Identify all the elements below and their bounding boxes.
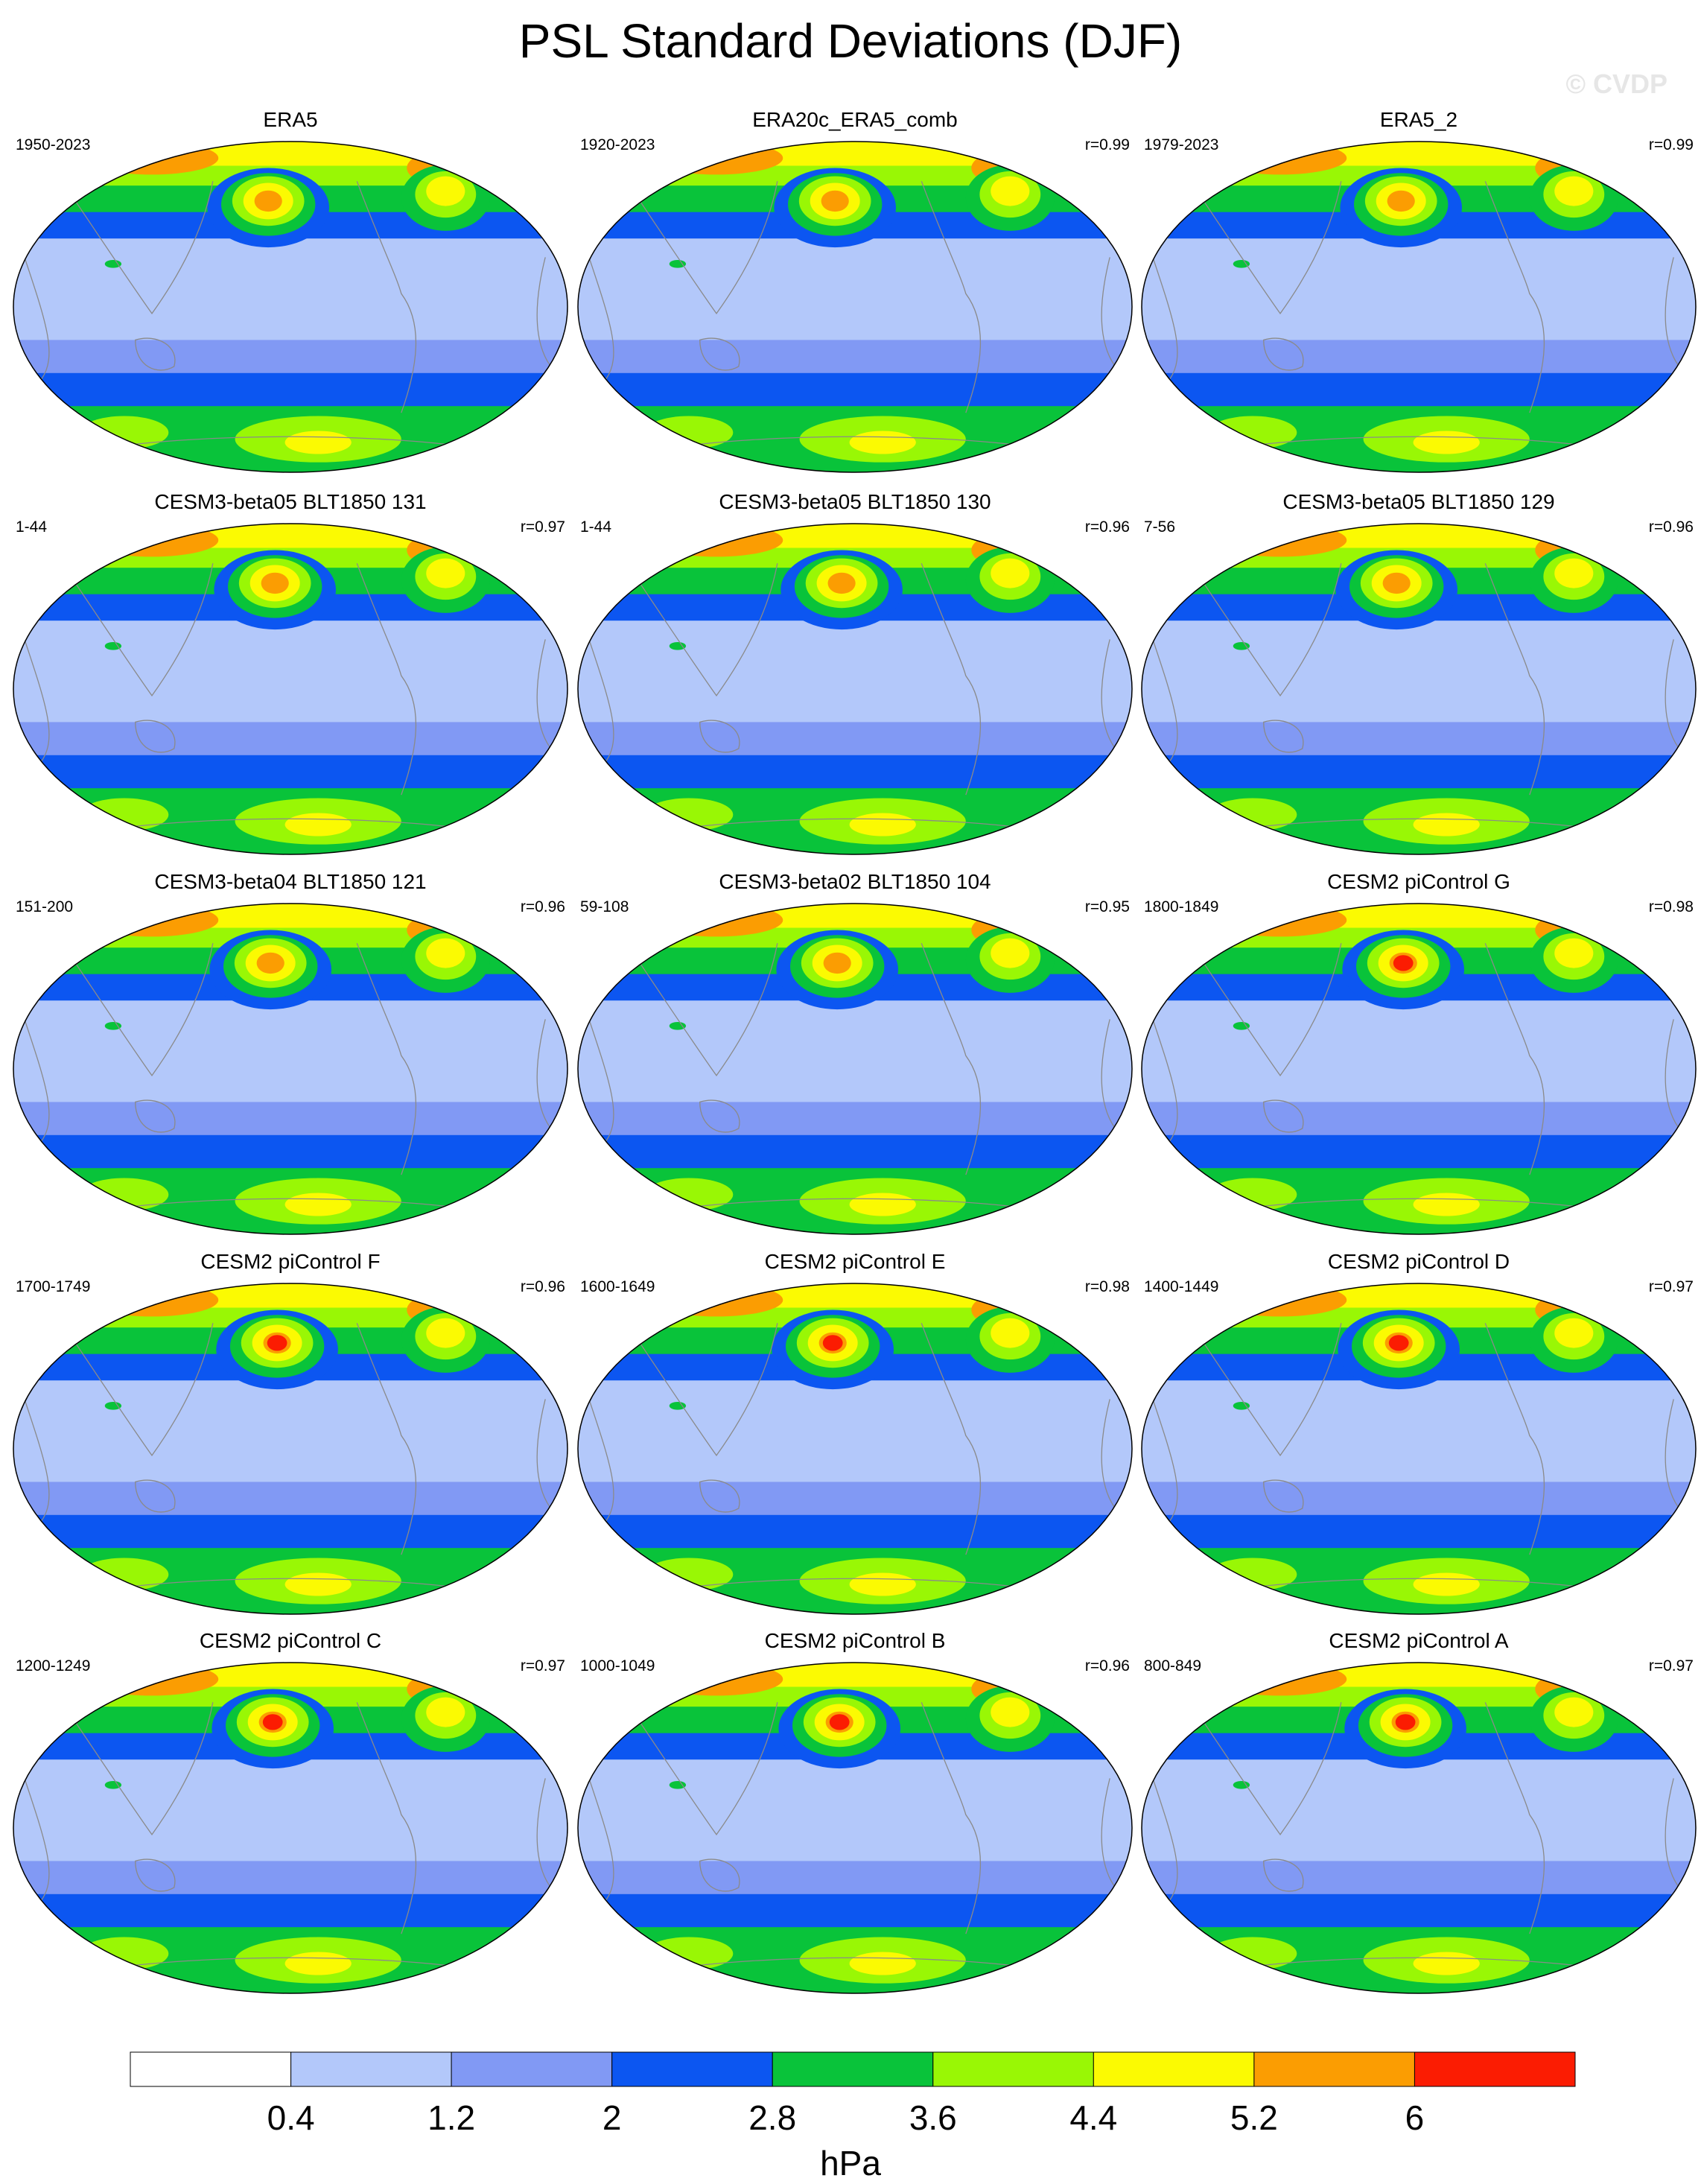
panel-title: CESM3-beta05 BLT1850 129: [1282, 490, 1555, 513]
panel-period: 1-44: [16, 518, 48, 536]
panel-title: ERA5_2: [1379, 108, 1458, 131]
colorbar-boxes: [130, 2051, 1576, 2087]
panel-title: CESM3-beta05 BLT1850 131: [154, 490, 427, 513]
panel-period: 1950-2023: [16, 136, 91, 153]
panel-period: 59-108: [580, 898, 629, 915]
panel-correlation: r=0.97: [520, 518, 565, 536]
panel-title: CESM2 piControl E: [764, 1250, 946, 1273]
colorbar-tick-label: 2.8: [748, 2098, 796, 2137]
colorbar-tick-label: 6: [1405, 2098, 1425, 2137]
panel-correlation: r=0.98: [1084, 1278, 1130, 1295]
map-panel: CESM2 piControl C 1200-1249 r=0.97: [11, 1629, 570, 2002]
colorbar-box: [130, 2051, 292, 2087]
panel-correlation: r=0.99: [1084, 136, 1130, 153]
panel-title: ERA20c_ERA5_comb: [752, 108, 958, 131]
panel-period: 1200-1249: [16, 1657, 91, 1674]
colorbar-tick-label: 2: [602, 2098, 622, 2137]
panel-title: CESM3-beta05 BLT1850 130: [719, 490, 991, 513]
panel-correlation: r=0.96: [1084, 518, 1130, 536]
map-panel: ERA20c_ERA5_comb 1920-2023 r=0.99: [576, 108, 1134, 480]
map-panel: CESM3-beta05 BLT1850 129 7-56 r=0.96: [1139, 490, 1698, 863]
panel-correlation: r=0.97: [1648, 1657, 1694, 1674]
panel-title: CESM2 piControl D: [1327, 1250, 1510, 1273]
panel-correlation: r=0.96: [1084, 1657, 1130, 1674]
colorbar-box: [290, 2051, 452, 2087]
psl-stddev-map: [1141, 1283, 1697, 1615]
colorbar-box: [772, 2051, 934, 2087]
psl-stddev-map: [13, 1662, 568, 1994]
colorbar-tick-label: 0.4: [267, 2098, 315, 2137]
panel-title: CESM3-beta04 BLT1850 121: [154, 870, 427, 893]
map-panel: CESM2 piControl A 800-849 r=0.97: [1139, 1629, 1698, 2002]
panel-period: 1979-2023: [1144, 136, 1219, 153]
panel-title: ERA5: [263, 108, 318, 131]
psl-stddev-map: [13, 1283, 568, 1615]
panel-period: 151-200: [16, 898, 74, 915]
map-panel: CESM3-beta05 BLT1850 131 1-44 r=0.97: [11, 490, 570, 863]
panel-correlation: r=0.96: [1648, 518, 1694, 536]
map-panel: CESM2 piControl F 1700-1749 r=0.96: [11, 1250, 570, 1622]
panel-period: 1600-1649: [580, 1278, 655, 1295]
colorbar-box: [611, 2051, 773, 2087]
colorbar-tick-label: 1.2: [427, 2098, 475, 2137]
map-panel: CESM3-beta05 BLT1850 130 1-44 r=0.96: [576, 490, 1134, 863]
panel-title: CESM3-beta02 BLT1850 104: [719, 870, 991, 893]
colorbar-box: [1414, 2051, 1576, 2087]
panel-title: CESM2 piControl G: [1327, 870, 1510, 893]
panel-period: 1920-2023: [580, 136, 655, 153]
panel-period: 1800-1849: [1144, 898, 1219, 915]
map-panel: CESM2 piControl G 1800-1849 r=0.98: [1139, 870, 1698, 1242]
psl-stddev-map: [13, 523, 568, 855]
panel-period: 800-849: [1144, 1657, 1202, 1674]
colorbar-box: [1093, 2051, 1255, 2087]
psl-stddev-map: [1141, 141, 1697, 473]
psl-stddev-map: [577, 523, 1133, 855]
map-panel: CESM3-beta02 BLT1850 104 59-108 r=0.95: [576, 870, 1134, 1242]
colorbar-box: [932, 2051, 1094, 2087]
cvdp-watermark: © CVDP: [1565, 69, 1667, 99]
map-panel: CESM2 piControl D 1400-1449 r=0.97: [1139, 1250, 1698, 1622]
panel-correlation: r=0.98: [1648, 898, 1694, 915]
panel-correlation: r=0.96: [520, 898, 565, 915]
map-panel: ERA5 1950-2023: [11, 108, 570, 480]
panel-correlation: r=0.95: [1084, 898, 1130, 915]
psl-stddev-map: [577, 1283, 1133, 1615]
map-panel: CESM2 piControl E 1600-1649 r=0.98: [576, 1250, 1134, 1622]
psl-stddev-map: [1141, 1662, 1697, 1994]
panel-period: 1700-1749: [16, 1278, 91, 1295]
panel-correlation: r=0.97: [1648, 1278, 1694, 1295]
psl-stddev-map: [1141, 523, 1697, 855]
colorbar-tick-label: 5.2: [1230, 2098, 1278, 2137]
psl-stddev-map: [577, 903, 1133, 1235]
panel-correlation: r=0.97: [520, 1657, 565, 1674]
panel-period: 7-56: [1144, 518, 1176, 536]
colorbar-box: [451, 2051, 613, 2087]
colorbar-tick-labels: 0.4 1.2 2 2.8 3.6 4.4 5.2 6: [267, 2098, 1425, 2137]
psl-stddev-map: [577, 1662, 1133, 1994]
psl-stddev-map: [13, 141, 568, 473]
panel-correlation: r=0.99: [1648, 136, 1694, 153]
colorbar-box: [1253, 2051, 1416, 2087]
figure-title: PSL Standard Deviations (DJF): [518, 14, 1183, 68]
panel-title: CESM2 piControl F: [200, 1250, 381, 1273]
map-panel: CESM3-beta04 BLT1850 121 151-200 r=0.96: [11, 870, 570, 1242]
panel-period: 1-44: [580, 518, 612, 536]
panel-title: CESM2 piControl A: [1329, 1629, 1509, 1652]
map-panel: CESM2 piControl B 1000-1049 r=0.96: [576, 1629, 1134, 2002]
colorbar-tick-label: 3.6: [909, 2098, 957, 2137]
psl-stddev-map: [13, 903, 568, 1235]
panel-title: CESM2 piControl C: [199, 1629, 382, 1652]
psl-stddev-map: [577, 141, 1133, 473]
psl-stddev-map: [1141, 903, 1697, 1235]
panel-period: 1000-1049: [580, 1657, 655, 1674]
colorbar-unit-label: hPa: [820, 2144, 881, 2183]
panel-title: CESM2 piControl B: [764, 1629, 946, 1652]
colorbar-tick-label: 4.4: [1069, 2098, 1117, 2137]
panel-period: 1400-1449: [1144, 1278, 1219, 1295]
map-panel: ERA5_2 1979-2023 r=0.99: [1139, 108, 1698, 480]
panel-correlation: r=0.96: [520, 1278, 565, 1295]
